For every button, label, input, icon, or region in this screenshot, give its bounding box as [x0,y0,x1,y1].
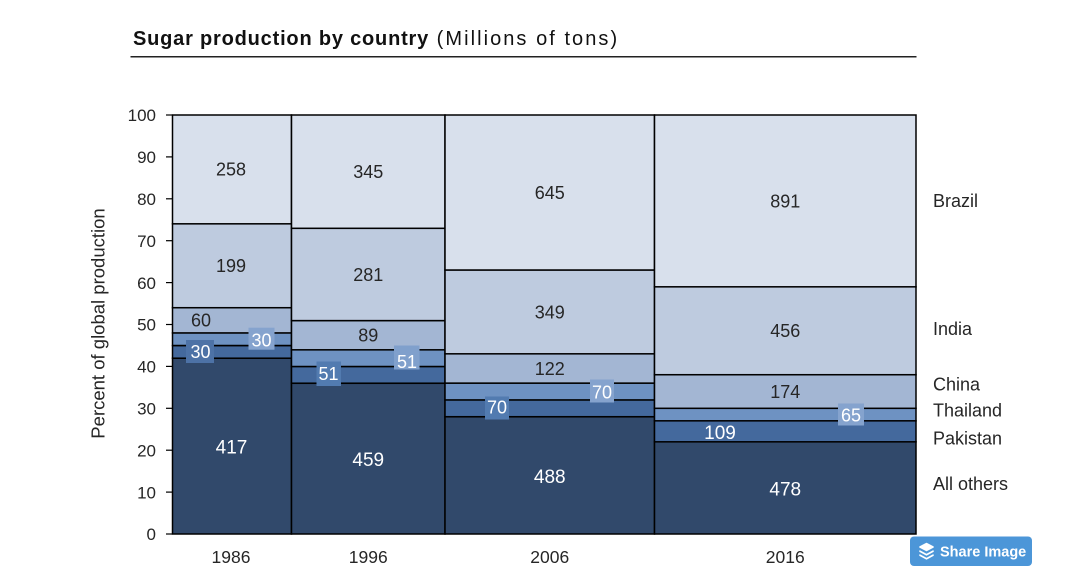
svg-text:199: 199 [216,256,246,276]
svg-text:60: 60 [137,274,156,293]
svg-text:345: 345 [353,162,383,182]
svg-text:10: 10 [137,483,156,502]
svg-text:1986: 1986 [212,547,251,567]
svg-text:All others: All others [933,474,1008,494]
svg-text:109: 109 [704,423,736,444]
svg-text:70: 70 [487,398,507,418]
svg-text:100: 100 [128,106,156,125]
svg-text:70: 70 [137,232,156,251]
svg-text:China: China [933,375,981,395]
svg-text:30: 30 [190,342,210,362]
svg-text:70: 70 [592,383,612,403]
svg-text:65: 65 [841,406,861,426]
svg-text:30: 30 [251,330,271,350]
svg-text:122: 122 [535,359,565,379]
svg-text:90: 90 [137,148,156,167]
svg-text:2016: 2016 [766,547,805,567]
svg-text:258: 258 [216,160,246,180]
svg-text:Share Image: Share Image [940,545,1026,561]
svg-text:417: 417 [216,438,248,459]
svg-text:645: 645 [535,183,565,203]
svg-text:281: 281 [353,265,383,285]
svg-text:2006: 2006 [530,547,569,567]
svg-text:80: 80 [137,190,156,209]
svg-text:0: 0 [147,525,156,544]
svg-text:459: 459 [352,450,384,471]
svg-text:488: 488 [534,467,566,488]
svg-text:60: 60 [191,311,211,331]
svg-text:Pakistan: Pakistan [933,429,1002,449]
svg-text:891: 891 [770,191,800,211]
svg-text:51: 51 [318,364,338,384]
svg-text:Brazil: Brazil [933,191,978,211]
svg-text:456: 456 [770,321,800,341]
svg-text:30: 30 [137,400,156,419]
svg-text:Sugar production by country (M: Sugar production by country (Millions of… [133,28,619,50]
svg-text:89: 89 [358,326,378,346]
svg-text:Percent of global production: Percent of global production [88,208,109,438]
svg-text:174: 174 [770,382,800,402]
svg-text:349: 349 [535,302,565,322]
svg-text:51: 51 [397,352,417,372]
svg-text:50: 50 [137,316,156,335]
svg-text:Thailand: Thailand [933,401,1002,421]
svg-text:India: India [933,319,973,339]
svg-text:478: 478 [769,479,801,500]
svg-text:40: 40 [137,358,156,377]
svg-text:1996: 1996 [349,547,388,567]
svg-text:20: 20 [137,441,156,460]
